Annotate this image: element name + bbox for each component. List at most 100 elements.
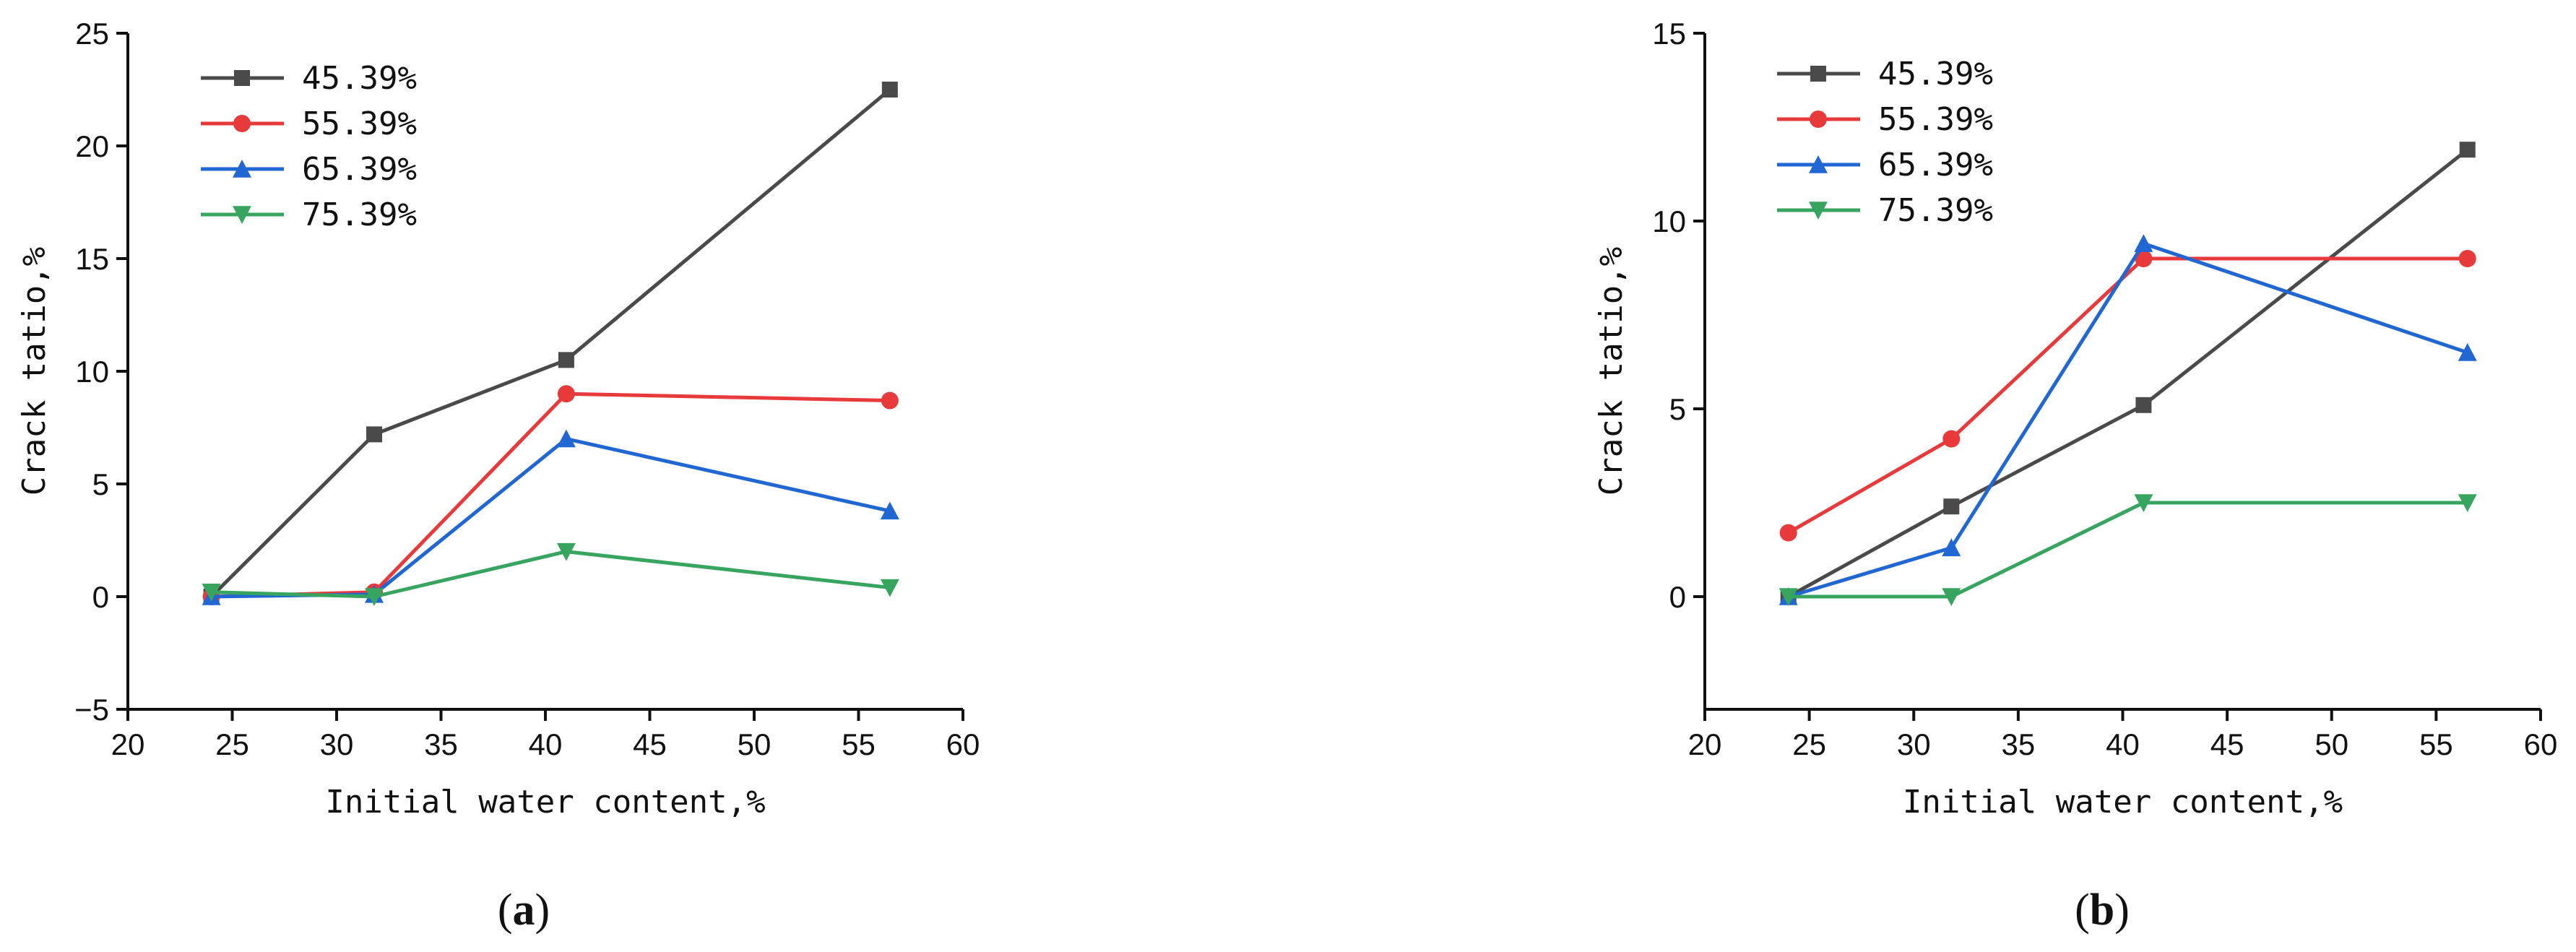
series-line <box>211 437 891 599</box>
x-tick-label: 30 <box>320 727 354 761</box>
series-line <box>1787 241 2468 599</box>
series-line <box>1787 256 2468 535</box>
y-tick-label: 15 <box>75 242 109 276</box>
data-point <box>2134 494 2153 512</box>
data-point <box>2135 397 2152 413</box>
x-tick-label: 30 <box>1897 727 1931 761</box>
data-point <box>2458 250 2476 267</box>
data-point <box>881 82 898 98</box>
panel-label: (a) <box>498 886 550 935</box>
data-point <box>880 579 899 597</box>
series-line <box>1787 148 2469 599</box>
data-point <box>2458 494 2477 512</box>
x-axis-label: Initial water content,% <box>325 784 765 821</box>
legend-marker <box>1810 66 1826 82</box>
y-tick-label: 10 <box>75 355 109 389</box>
legend-label: 65.39% <box>1878 147 1993 183</box>
legend-label: 65.39% <box>302 151 417 188</box>
y-tick-label: 15 <box>1652 17 1686 51</box>
legend-entry: 75.39% <box>201 196 417 233</box>
data-point <box>2135 250 2153 267</box>
series-line <box>1788 501 2468 599</box>
legend-label: 75.39% <box>302 196 417 233</box>
x-axis-label: Initial water content,% <box>1903 784 2343 821</box>
legend-marker <box>234 70 250 86</box>
series-line <box>209 88 891 598</box>
legend-entry: 75.39% <box>1777 192 1993 229</box>
x-tick-label: 60 <box>946 727 980 761</box>
x-tick-label: 35 <box>424 727 458 761</box>
legend-label: 75.39% <box>1878 192 1993 229</box>
chart-panel-b: 20 25 30 35 40 45 50 55 60 0 5 10 15 Initial water co… <box>1593 17 2557 935</box>
legend-label: 55.39% <box>302 105 417 142</box>
x-tick-label: 55 <box>842 727 876 761</box>
legend-entry: 55.39% <box>201 105 417 142</box>
panel-label: (b) <box>2075 886 2130 935</box>
legend-entry: 55.39% <box>1777 101 1993 138</box>
data-point <box>365 588 384 606</box>
y-tick-label: −5 <box>74 693 109 727</box>
x-tick-label: 20 <box>1688 727 1722 761</box>
y-tick-label: 25 <box>75 17 109 51</box>
legend-marker <box>233 115 251 132</box>
data-point <box>558 352 574 368</box>
y-tick-label: 5 <box>1669 392 1686 426</box>
data-point <box>202 584 221 602</box>
series-3 <box>1778 494 2477 606</box>
x-tick-label: 60 <box>2524 727 2558 761</box>
legend-entry: 45.39% <box>1777 56 1993 92</box>
x-tick-label: 45 <box>2210 727 2244 761</box>
y-tick-label: 0 <box>92 580 109 614</box>
series-line <box>211 550 891 599</box>
panel-letter: b <box>2090 886 2114 935</box>
series-1 <box>1779 250 2476 542</box>
panel-letter: a <box>513 886 535 935</box>
y-tick-label: 20 <box>75 129 109 163</box>
data-point <box>557 385 575 403</box>
data-point <box>1778 588 1798 606</box>
legend-marker <box>233 160 251 178</box>
data-point <box>1942 588 1961 606</box>
chart-panel-a: 20 25 30 35 40 45 50 55 60 −5 0 5 10 15 20 25 Initial wa… <box>16 17 980 935</box>
data-point <box>1779 524 1797 542</box>
x-tick-label: 35 <box>2002 727 2036 761</box>
legend-entry: 65.39% <box>1777 147 1993 183</box>
data-point <box>1942 538 1961 557</box>
y-tick-label: 5 <box>92 467 109 501</box>
legend-label: 55.39% <box>1878 101 1993 138</box>
data-point <box>880 501 899 520</box>
y-axis-label: Crack tatio,% <box>1593 247 1630 496</box>
legend-label: 45.39% <box>1878 56 1993 92</box>
data-point <box>1942 430 1961 448</box>
x-tick-label: 55 <box>2419 727 2453 761</box>
x-tick-label: 40 <box>529 727 563 761</box>
series-1 <box>202 385 899 605</box>
data-point <box>2459 142 2476 158</box>
y-axis-label: Crack tatio,% <box>16 247 53 496</box>
x-tick-label: 20 <box>111 727 145 761</box>
x-tick-label: 50 <box>738 727 771 761</box>
x-tick-label: 50 <box>2314 727 2348 761</box>
x-tick-label: 45 <box>633 727 667 761</box>
legend-entry: 65.39% <box>201 151 417 188</box>
legend-marker <box>1809 155 1828 173</box>
legend-entry: 45.39% <box>201 60 417 97</box>
legend-marker <box>1810 111 1827 128</box>
legend-marker <box>233 206 251 224</box>
data-point <box>556 542 576 561</box>
y-tick-label: 10 <box>1652 204 1686 238</box>
data-point <box>2134 234 2153 252</box>
y-tick-label: 0 <box>1669 580 1686 614</box>
x-tick-label: 25 <box>1792 727 1826 761</box>
x-tick-label: 25 <box>215 727 249 761</box>
legend-marker <box>1809 202 1828 220</box>
data-point <box>556 429 576 448</box>
data-point <box>1943 498 1960 515</box>
data-point <box>2458 343 2477 361</box>
series-2 <box>1778 234 2477 605</box>
data-point <box>366 426 383 443</box>
x-tick-label: 40 <box>2106 727 2140 761</box>
data-point <box>881 391 899 410</box>
legend-label: 45.39% <box>302 60 417 97</box>
